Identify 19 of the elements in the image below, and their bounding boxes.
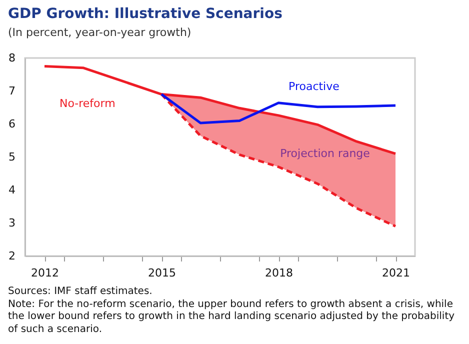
annotation: Projection range [280, 147, 370, 160]
source-note: Sources: IMF staff estimates. [8, 286, 154, 298]
series-label: Proactive [288, 80, 340, 93]
chart-subtitle: (In percent, year-on-year growth) [8, 26, 192, 39]
y-tick-label: 4 [8, 184, 16, 196]
y-tick-label: 7 [8, 84, 16, 98]
y-tick-label: 3 [8, 216, 16, 230]
x-tick-label: 2021 [382, 266, 410, 280]
y-tick-label: 5 [8, 150, 16, 164]
chart-title: GDP Growth: Illustrative Scenarios [8, 6, 282, 22]
y-tick-label: 2 [8, 250, 16, 262]
x-tick-label: 2018 [265, 266, 293, 280]
x-tick-label: 2012 [31, 266, 59, 280]
x-tick-label: 2015 [148, 266, 176, 280]
series-label: No-reform [60, 96, 116, 110]
text: Note: For the no-reform scenario, the upper bound refers to growth absent a crisis, while the lower bound refers to growth in the hard landing scenario adjusted by the probability of such a scenario. [8, 298, 456, 336]
line-series [160, 93, 397, 124]
y-tick-label: 8 [8, 52, 16, 64]
y-tick-label: 6 [8, 118, 16, 130]
